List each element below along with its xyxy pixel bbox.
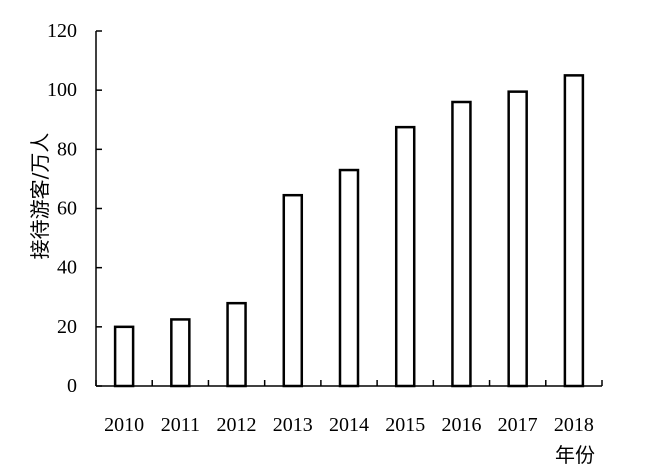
- x-tick-label-2011: 2011: [161, 414, 200, 436]
- x-tick-label-2010: 2010: [104, 414, 144, 436]
- bar-2014: [338, 168, 360, 388]
- bar-2016: [451, 100, 472, 388]
- y-axis-title: 接待游客/万人: [28, 133, 52, 260]
- x-tick-labels: 2010 2011 2012 2013 2014 2015 2016 2017 2018: [104, 414, 594, 436]
- x-tick-label-2015: 2015: [385, 414, 425, 436]
- x-tick-label-2012: 2012: [217, 414, 257, 436]
- y-tick-label: 120: [47, 20, 77, 42]
- bar-2015: [394, 125, 416, 388]
- bar-2011: [170, 318, 191, 388]
- x-tick-label-2014: 2014: [329, 414, 369, 436]
- bar-2013: [282, 193, 304, 388]
- bars: [113, 74, 585, 388]
- x-tick-label-2013: 2013: [273, 414, 313, 436]
- x-tick-label-2017: 2017: [498, 414, 538, 436]
- y-axis: [95, 30, 102, 387]
- x-tick-label-2018: 2018: [554, 414, 594, 436]
- bar-2017: [507, 90, 528, 388]
- bar-2018: [563, 74, 585, 388]
- y-tick-label: 80: [57, 138, 77, 160]
- bar-2010: [113, 325, 135, 388]
- y-tick-label: 20: [57, 316, 77, 338]
- y-tick-label: 60: [57, 198, 77, 220]
- x-tick-label-2016: 2016: [441, 414, 481, 436]
- y-tick-label: 0: [67, 375, 77, 397]
- x-axis-title: 年份: [555, 443, 595, 467]
- y-tick-label: 40: [57, 257, 77, 279]
- y-tick-label: 100: [47, 79, 77, 101]
- bar-2012: [226, 301, 247, 388]
- y-tick-labels: 0 20 40 60 80 100 120: [47, 20, 77, 397]
